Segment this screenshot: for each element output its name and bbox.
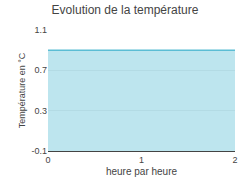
svg-text:heure par heure: heure par heure (106, 166, 178, 177)
svg-text:2: 2 (232, 155, 237, 165)
svg-text:-0.1: -0.1 (31, 146, 47, 156)
svg-text:1: 1 (139, 155, 144, 165)
svg-text:Evolution de la température: Evolution de la température (52, 3, 199, 17)
svg-text:Température en °C: Température en °C (17, 52, 27, 128)
svg-text:0.3: 0.3 (34, 106, 47, 116)
svg-text:1.1: 1.1 (34, 25, 47, 35)
svg-text:0.7: 0.7 (34, 65, 47, 75)
svg-text:0: 0 (45, 155, 50, 165)
